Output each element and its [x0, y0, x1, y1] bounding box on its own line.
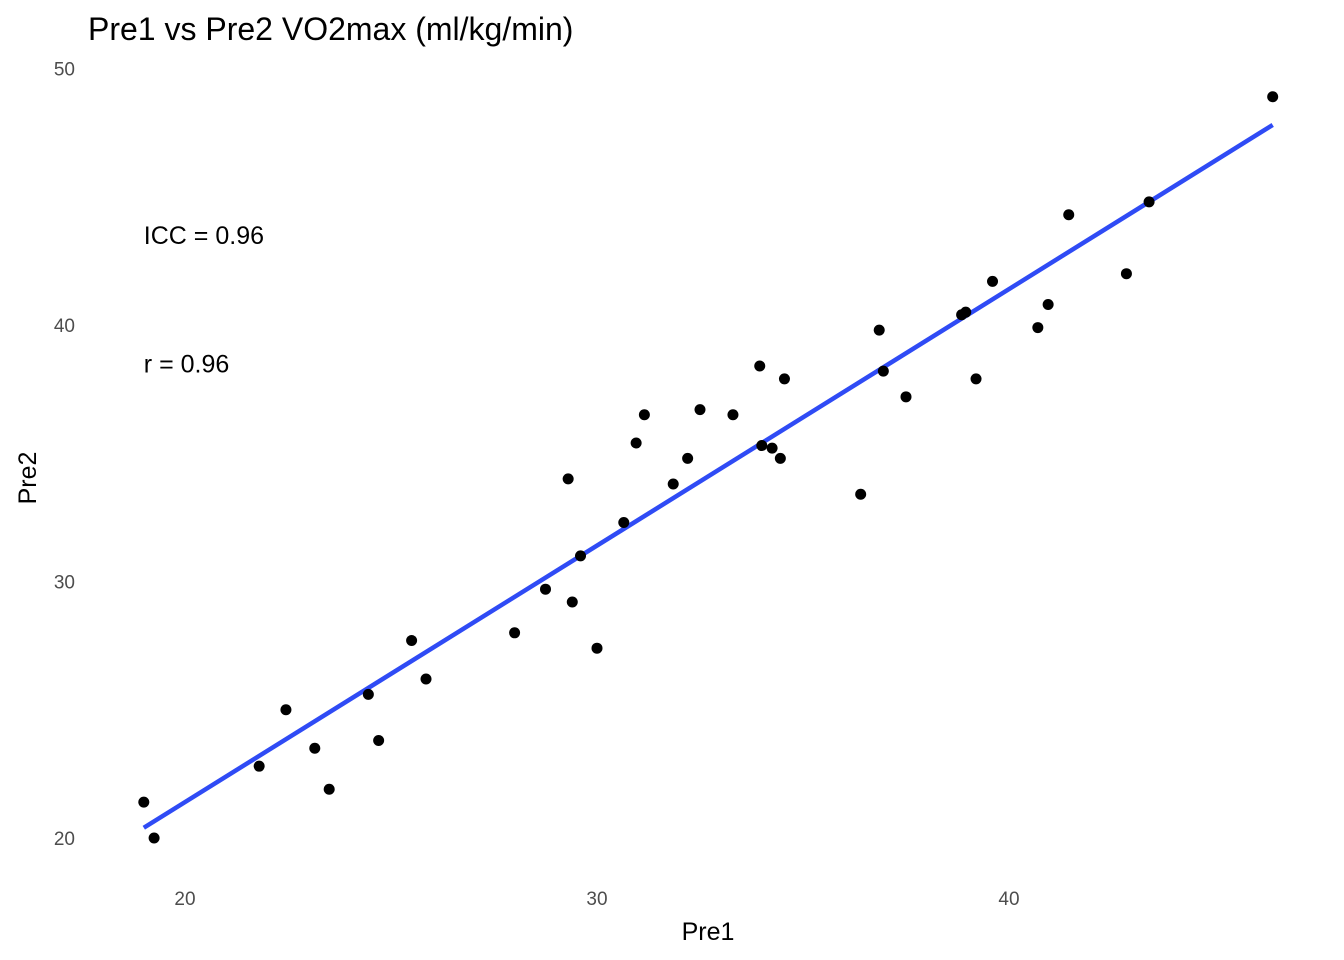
data-point	[575, 550, 587, 562]
data-point	[148, 832, 160, 844]
data-point	[406, 634, 418, 646]
data-point	[756, 440, 768, 452]
data-point	[1120, 268, 1132, 280]
x-tick-label: 20	[174, 889, 195, 910]
data-point	[309, 742, 321, 754]
data-point	[638, 409, 650, 421]
chart-annotations: ICC = 0.96 r = 0.96	[144, 222, 264, 378]
data-point	[766, 442, 778, 454]
data-point	[420, 673, 432, 685]
x-axis-title: Pre1	[682, 918, 735, 946]
data-point	[778, 373, 790, 385]
data-point	[855, 488, 867, 500]
data-point	[1063, 209, 1075, 221]
data-point	[509, 627, 521, 639]
data-point	[1267, 91, 1279, 103]
data-point	[900, 391, 912, 403]
regression-line	[142, 123, 1274, 830]
y-tick-label: 20	[54, 829, 75, 850]
chart-title: Pre1 vs Pre2 VO2max (ml/kg/min)	[88, 11, 573, 47]
data-point	[1042, 298, 1054, 310]
data-point	[138, 796, 150, 808]
annotation-label: r = 0.96	[144, 350, 229, 378]
data-point	[754, 360, 766, 372]
data-point	[362, 688, 374, 700]
data-point	[667, 478, 679, 490]
data-point	[877, 365, 889, 377]
data-point	[873, 324, 885, 336]
annotation-label: ICC = 0.96	[144, 222, 264, 250]
data-point	[694, 404, 706, 416]
data-point	[562, 473, 574, 485]
data-point	[373, 735, 385, 747]
data-point	[987, 275, 999, 287]
y-tick-label: 30	[54, 573, 75, 594]
data-point	[682, 452, 694, 464]
y-axis-title: Pre2	[14, 452, 42, 505]
data-point	[630, 437, 642, 449]
data-point	[323, 783, 335, 795]
data-point	[253, 760, 265, 772]
y-tick-label: 40	[54, 316, 75, 337]
data-point	[727, 409, 739, 421]
y-tick-label: 50	[54, 60, 75, 81]
data-point	[970, 373, 982, 385]
y-axis-ticks: 20 30 40 50	[54, 60, 75, 851]
data-point	[540, 583, 551, 595]
data-point	[566, 596, 578, 608]
x-tick-label: 30	[586, 889, 607, 910]
x-tick-label: 40	[998, 889, 1019, 910]
data-point	[591, 642, 603, 654]
data-point	[618, 517, 630, 529]
data-point	[1032, 322, 1044, 334]
data-point	[960, 306, 972, 318]
data-point	[1143, 196, 1155, 208]
x-axis-ticks: 20 30 40	[174, 889, 1019, 910]
data-point	[280, 704, 292, 716]
data-point	[774, 452, 786, 464]
data-points	[138, 91, 1279, 844]
